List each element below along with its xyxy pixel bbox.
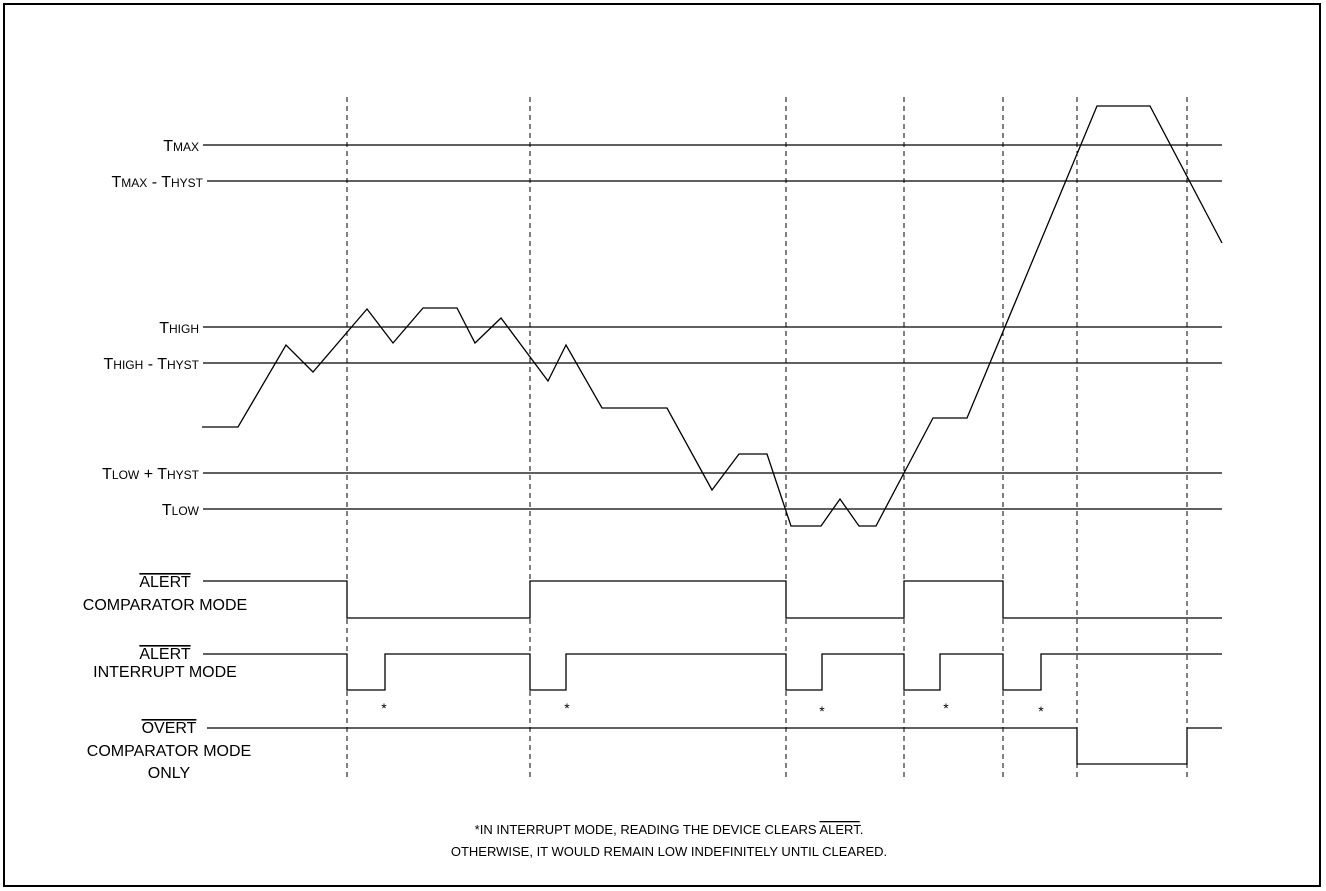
- tlow-label: TLOW: [162, 502, 200, 519]
- overt-comparator-only: ONLY: [148, 765, 191, 782]
- signal-labels: ALERT COMPARATOR MODE ALERT INTERRUPT MO…: [83, 574, 251, 782]
- thigh-minus-thyst-label: THIGH - THYST: [104, 356, 200, 373]
- footnote-line-2: OTHERWISE, IT WOULD REMAIN LOW INDEFINIT…: [451, 844, 887, 859]
- alert-interrupt-waveform: [203, 653, 1222, 691]
- thigh-label: THIGH: [159, 320, 199, 337]
- asterisk: *: [819, 703, 825, 719]
- footnote-line-1: *IN INTERRUPT MODE, READING THE DEVICE C…: [475, 822, 864, 837]
- threshold-lines: [203, 144, 1222, 510]
- alert-comparator-name: ALERT: [139, 574, 191, 591]
- alert-comparator-waveform: [203, 580, 1222, 619]
- alert-interrupt-name: ALERT: [139, 646, 191, 663]
- overt-comparator-name: OVERT: [142, 720, 197, 737]
- asterisk: *: [1038, 703, 1044, 719]
- time-markers: [346, 97, 1188, 778]
- alert-comparator-mode: COMPARATOR MODE: [83, 597, 247, 614]
- temperature-waveform: [202, 105, 1223, 527]
- threshold-labels: TMAX TMAX - THYST THIGH THIGH - THYST TL…: [102, 138, 204, 519]
- asterisk: *: [564, 700, 570, 716]
- diagram-frame: [3, 3, 1321, 887]
- alert-interrupt-mode: INTERRUPT MODE: [93, 664, 237, 681]
- footnote: *IN INTERRUPT MODE, READING THE DEVICE C…: [451, 822, 887, 859]
- tmax-minus-thyst-label: TMAX - THYST: [111, 174, 203, 191]
- asterisk: *: [381, 700, 387, 716]
- overt-comparator-waveform: [207, 727, 1222, 765]
- asterisk: *: [943, 700, 949, 716]
- tmax-label: TMAX: [163, 138, 199, 155]
- overt-comparator-mode: COMPARATOR MODE: [87, 743, 251, 760]
- read-asterisks: * * * * *: [381, 700, 1044, 719]
- tlow-plus-thyst-label: TLOW + THYST: [102, 466, 200, 483]
